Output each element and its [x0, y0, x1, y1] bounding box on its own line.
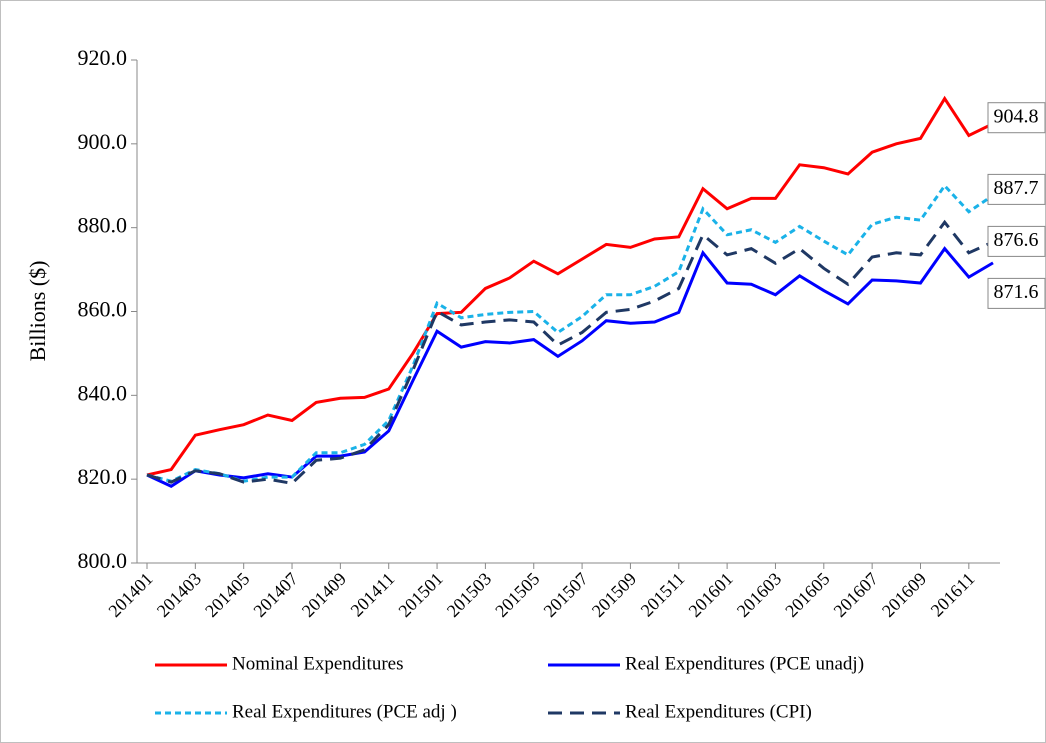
value-label: 871.6	[994, 281, 1039, 303]
value-label-box	[987, 225, 1046, 257]
series-line	[146, 95, 994, 477]
value-label: 887.7	[994, 177, 1039, 199]
y-tick-label: 800.0	[78, 548, 128, 573]
y-tick-label: 840.0	[78, 380, 128, 405]
y-tick-label: 860.0	[78, 297, 128, 322]
value-label: 904.8	[994, 105, 1039, 127]
y-tick-label: 820.0	[78, 464, 128, 489]
value-label-box	[987, 173, 1046, 205]
value-label-box	[987, 277, 1046, 309]
series-line	[146, 219, 994, 485]
y-tick-label: 920.0	[78, 45, 128, 70]
value-label: 876.6	[994, 229, 1039, 251]
legend-label: Real Expenditures (CPI)	[625, 701, 812, 722]
legend-label: Real Expenditures (PCE unadj)	[625, 653, 864, 674]
y-tick-label: 900.0	[78, 129, 128, 154]
legend-label: Real Expenditures (PCE adj )	[232, 701, 457, 722]
series-line	[146, 246, 994, 489]
value-label-box	[987, 102, 1046, 134]
series-line	[146, 183, 994, 483]
y-tick-label: 880.0	[78, 213, 128, 238]
y-axis-title: Billions ($)	[25, 261, 50, 362]
legend-label: Nominal Expenditures	[232, 653, 404, 674]
